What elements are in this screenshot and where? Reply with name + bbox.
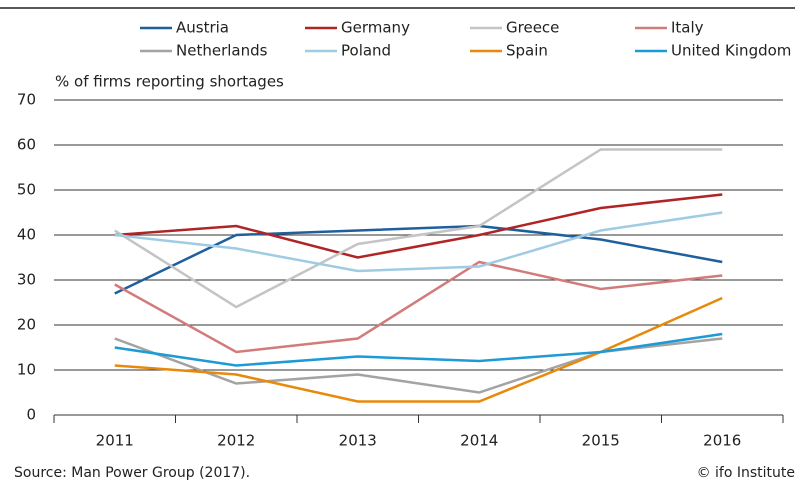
series-line xyxy=(114,148,723,309)
legend-label: Greece xyxy=(506,19,559,37)
y-tick-label: 60 xyxy=(17,136,36,154)
x-tick-label: 2016 xyxy=(703,432,741,450)
source: Source: Man Power Group (2017). xyxy=(14,465,250,481)
y-tick-label: 70 xyxy=(17,91,36,109)
x-tick-label: 2011 xyxy=(96,432,134,450)
y-axis-label: % of firms reporting shortages xyxy=(55,73,284,91)
y-tick-label: 50 xyxy=(17,181,36,199)
series-line xyxy=(114,296,723,403)
series-line xyxy=(114,260,723,354)
legend-label: Spain xyxy=(506,42,548,60)
credit: © ifo Institute xyxy=(697,465,795,481)
legend-label: Germany xyxy=(341,19,410,37)
y-tick-label: 0 xyxy=(26,406,36,424)
legend-label: Netherlands xyxy=(176,42,268,60)
x-tick-label: 2013 xyxy=(339,432,377,450)
series-line xyxy=(114,224,723,295)
legend-label: United Kingdom xyxy=(671,42,791,60)
y-tick-label: 10 xyxy=(17,361,36,379)
x-tick-label: 2014 xyxy=(460,432,498,450)
x-tick-label: 2015 xyxy=(582,432,620,450)
series-line xyxy=(114,211,723,273)
legend-label: Poland xyxy=(341,42,391,60)
y-tick-label: 30 xyxy=(17,271,36,289)
legend-label: Austria xyxy=(176,19,229,37)
series-line xyxy=(114,332,723,367)
x-tick-label: 2012 xyxy=(217,432,255,450)
legend-label: Italy xyxy=(671,19,704,37)
y-tick-label: 40 xyxy=(17,226,36,244)
series-line xyxy=(114,193,723,259)
y-tick-label: 20 xyxy=(17,316,36,334)
